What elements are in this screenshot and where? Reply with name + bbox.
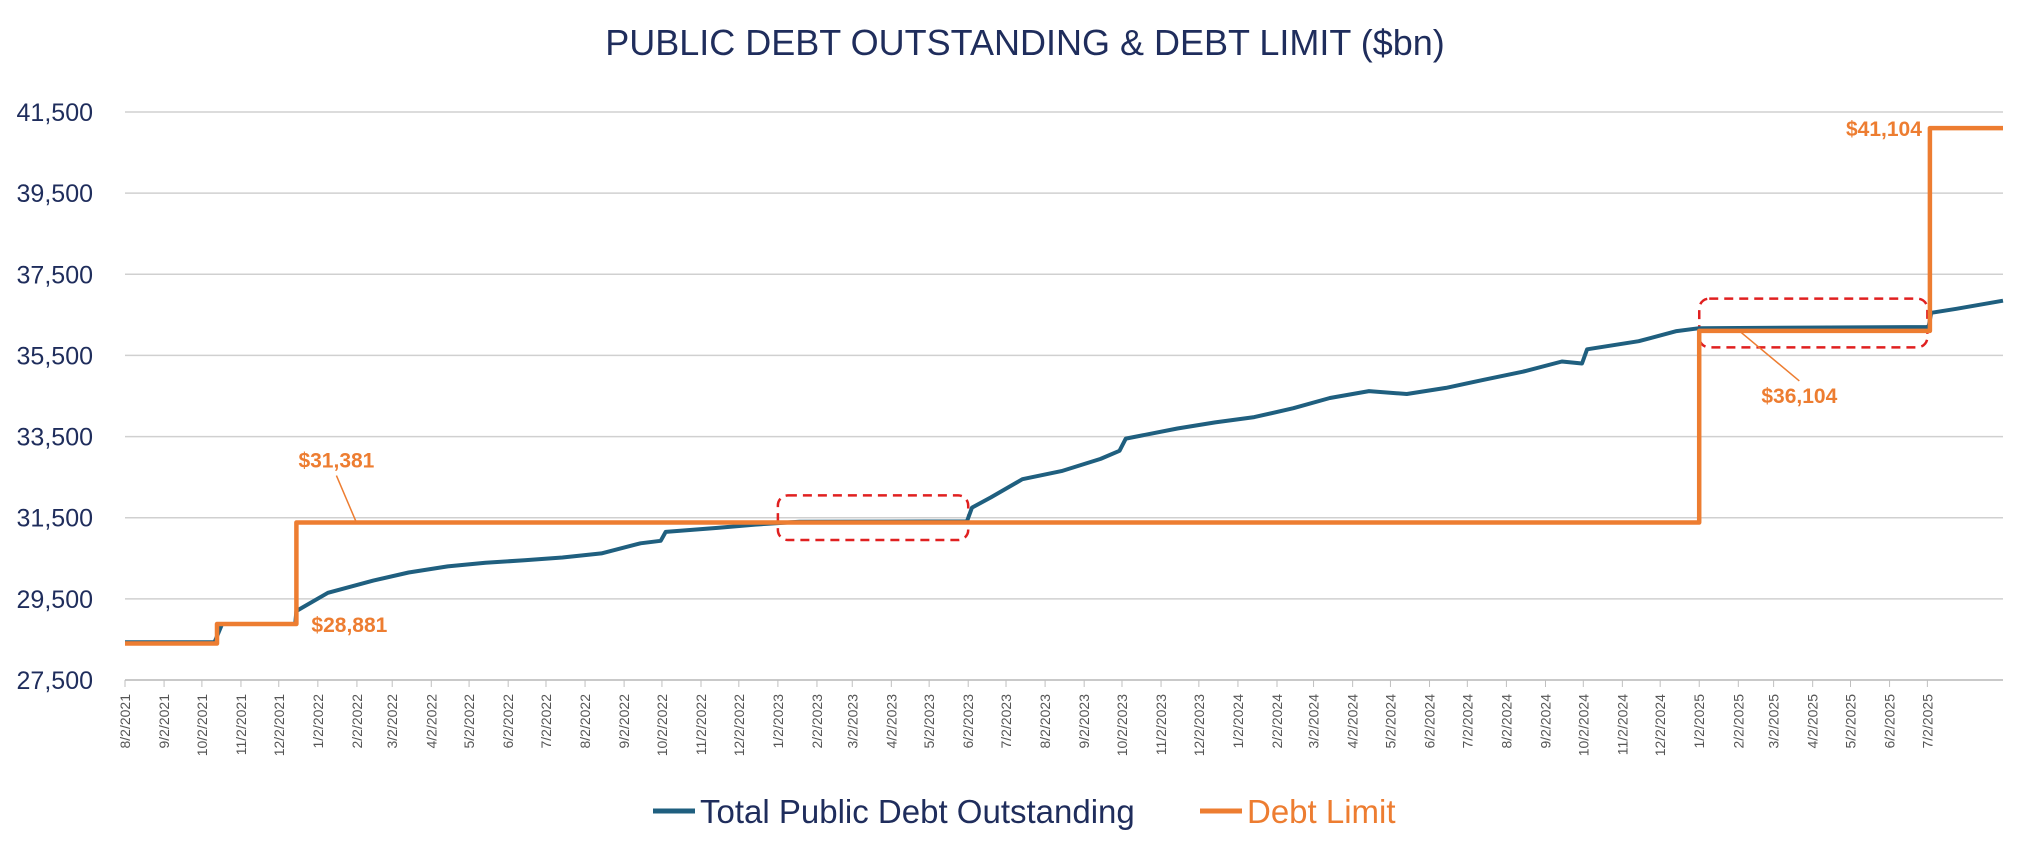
x-tick-label: 3/2/2025	[1766, 694, 1782, 749]
x-tick-label: 8/2/2021	[117, 694, 133, 749]
x-tick-label: 6/2/2024	[1422, 694, 1438, 749]
x-tick-label: 12/2/2022	[731, 694, 747, 756]
grid-lines	[125, 111, 2003, 681]
x-tick-label: 5/2/2023	[921, 694, 937, 749]
x-tick-label: 5/2/2022	[461, 694, 477, 749]
x-tick-label: 6/2/2022	[500, 694, 516, 749]
x-tick-label: 5/2/2024	[1382, 694, 1398, 749]
x-tick-label: 9/2/2022	[616, 694, 632, 749]
x-tick-label: 1/2/2022	[310, 694, 326, 749]
y-tick-label: 37,500	[17, 261, 93, 289]
x-tick-label: 10/2/2021	[194, 694, 210, 756]
x-tick-label: 11/2/2022	[693, 694, 709, 755]
x-tick-label: 4/2/2024	[1345, 694, 1361, 749]
annotation-leader	[1738, 330, 1800, 382]
chart-title: PUBLIC DEBT OUTSTANDING & DEBT LIMIT ($b…	[605, 22, 1445, 63]
y-tick-label: 33,500	[17, 424, 93, 452]
x-tick-label: 12/2/2023	[1191, 694, 1207, 756]
series-lines	[125, 125, 2004, 646]
x-tick-label: 1/2/2023	[770, 694, 786, 749]
y-tick-label: 27,500	[17, 667, 93, 695]
y-tick-label: 29,500	[17, 586, 93, 614]
annotation-label: $31,381	[298, 450, 374, 473]
x-tick-label: 7/2/2022	[538, 694, 554, 749]
series-line-debt-limit	[125, 125, 2003, 646]
x-tick-label: 5/2/2025	[1842, 694, 1858, 749]
x-tick-label: 4/2/2023	[883, 694, 899, 749]
y-tick-label: 31,500	[17, 505, 93, 533]
legend-label[interactable]: Debt Limit	[1247, 793, 1396, 830]
x-tick-label: 2/2/2023	[809, 694, 825, 749]
x-tick-label: 10/2/2022	[654, 694, 670, 756]
series-line-total-public-debt-outstanding	[125, 298, 2004, 645]
x-tick-label: 2/2/2025	[1730, 694, 1746, 749]
x-tick-label: 7/2/2024	[1459, 694, 1475, 749]
x-tick-label: 9/2/2021	[156, 694, 172, 749]
x-tick-label: 2/2/2024	[1269, 694, 1285, 749]
x-tick-label: 12/2/2021	[271, 694, 287, 756]
x-tick-label: 10/2/2024	[1575, 694, 1591, 756]
highlight-boxes	[776, 297, 1929, 542]
x-tick-label: 1/2/2025	[1691, 694, 1707, 749]
x-tick-label: 11/2/2023	[1153, 694, 1169, 755]
x-tick-label: 10/2/2023	[1114, 694, 1130, 756]
legend-label[interactable]: Total Public Debt Outstanding	[700, 793, 1135, 830]
annotations: $31,381 $28,881 $36,104 $41,104	[298, 118, 1922, 637]
annotation-leader	[335, 475, 358, 523]
x-tick-label: 6/2/2023	[960, 694, 976, 749]
x-tick-label: 8/2/2024	[1498, 694, 1514, 749]
x-tick-label: 6/2/2025	[1882, 694, 1898, 749]
x-tick-label: 8/2/2023	[1037, 694, 1053, 749]
y-axis: 27,500 29,500 31,500 33,500 35,500 37,500 39,5…	[17, 99, 93, 695]
x-tick-label: 11/2/2024	[1614, 694, 1630, 755]
y-tick-label: 41,500	[17, 99, 93, 127]
annotation-label: $41,104	[1846, 118, 1922, 141]
x-tick-label: 7/2/2025	[1919, 694, 1935, 749]
highlight-box	[1697, 297, 1929, 349]
x-tick-label: 9/2/2024	[1537, 694, 1553, 749]
x-tick-label: 8/2/2022	[577, 694, 593, 749]
legend[interactable]: Total Public Debt Outstanding Debt Limit	[653, 793, 1396, 830]
x-tick-label: 2/2/2022	[349, 694, 365, 749]
y-tick-label: 35,500	[17, 342, 93, 370]
x-tick-label: 9/2/2023	[1076, 694, 1092, 749]
x-tick-label: 4/2/2025	[1805, 694, 1821, 749]
x-tick-label: 11/2/2021	[233, 694, 249, 755]
x-tick-label: 1/2/2024	[1230, 694, 1246, 749]
x-tick-label: 3/2/2024	[1306, 694, 1322, 749]
x-tick-label: 3/2/2023	[844, 694, 860, 749]
x-tick-label: 4/2/2022	[423, 694, 439, 749]
x-tick-label: 3/2/2022	[384, 694, 400, 749]
x-tick-label: 12/2/2024	[1652, 694, 1668, 756]
y-tick-label: 39,500	[17, 180, 93, 208]
annotation-label: $28,881	[311, 614, 387, 637]
annotation-label: $36,104	[1761, 385, 1837, 408]
x-tick-label: 7/2/2023	[998, 694, 1014, 749]
x-axis: 8/2/2021 9/2/2021 10/2/2021 11/2/2021 12/2/2…	[117, 680, 1935, 756]
